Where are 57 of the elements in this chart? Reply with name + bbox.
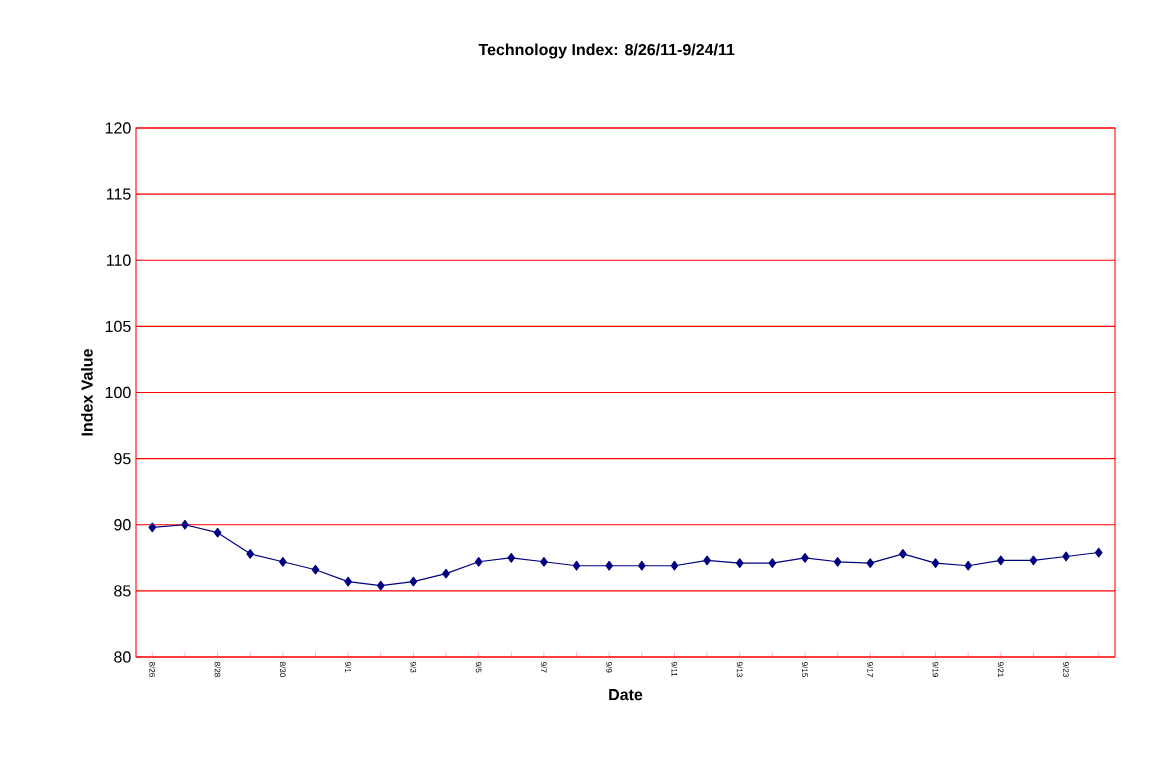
point (1062, 551, 1070, 562)
point (181, 519, 189, 530)
point (246, 548, 255, 559)
x-tick-label: 9/21 (997, 662, 1004, 677)
point (866, 558, 875, 568)
point (703, 555, 711, 566)
x-tick-label: 9/13 (736, 662, 743, 677)
point (964, 560, 972, 571)
x-tick-label: 9/17 (867, 662, 874, 677)
x-tick-label: 9/15 (802, 662, 808, 677)
y-tick-label: 115 (107, 188, 131, 200)
point (540, 556, 548, 567)
x-axis-title: Date (609, 689, 643, 701)
x-tick-label: 9/11 (671, 662, 678, 677)
point (279, 556, 287, 567)
point (931, 558, 940, 568)
y-tick-label: 110 (107, 254, 131, 266)
x-tick-label: 9/9 (606, 662, 613, 673)
point (605, 560, 613, 571)
point (833, 556, 842, 567)
point (1029, 555, 1038, 566)
y-tick-label: 90 (114, 519, 131, 531)
x-tick-label: 8/30 (279, 662, 286, 677)
y-tick-label: 100 (105, 386, 131, 399)
point (1094, 547, 1103, 558)
point (376, 580, 385, 591)
x-tick-label: 9/23 (1063, 662, 1070, 677)
point (768, 558, 777, 568)
x-tick-label: 8/28 (214, 662, 221, 677)
point (344, 576, 352, 587)
point (311, 564, 320, 575)
point (801, 552, 809, 563)
point (507, 552, 516, 563)
point (670, 560, 679, 571)
y-tick-label: 105 (105, 320, 131, 333)
chart-title: Technology Index: 8/26/11-9/24/11 (478, 43, 735, 59)
x-tick-label: 9/19 (932, 662, 939, 677)
point (572, 560, 581, 571)
y-tick-label: 120 (105, 122, 131, 134)
y-tick-label: 85 (114, 585, 131, 597)
point (442, 568, 450, 579)
point (899, 548, 907, 559)
y-tick-label: 95 (114, 452, 131, 465)
point (148, 522, 157, 533)
x-tick-label: 8/26 (149, 662, 156, 677)
point (735, 558, 744, 568)
x-tick-label: 9/3 (410, 662, 417, 673)
y-axis-title: Index Value (81, 349, 93, 436)
y-tick-label: 80 (114, 651, 131, 663)
point (409, 576, 418, 587)
x-tick-label: 9/1 (345, 662, 352, 673)
point (474, 556, 483, 567)
point (213, 527, 222, 538)
x-tick-label: 9/7 (540, 662, 547, 673)
point (638, 560, 646, 571)
point (996, 555, 1005, 566)
x-tick-label: 9/5 (475, 662, 482, 673)
